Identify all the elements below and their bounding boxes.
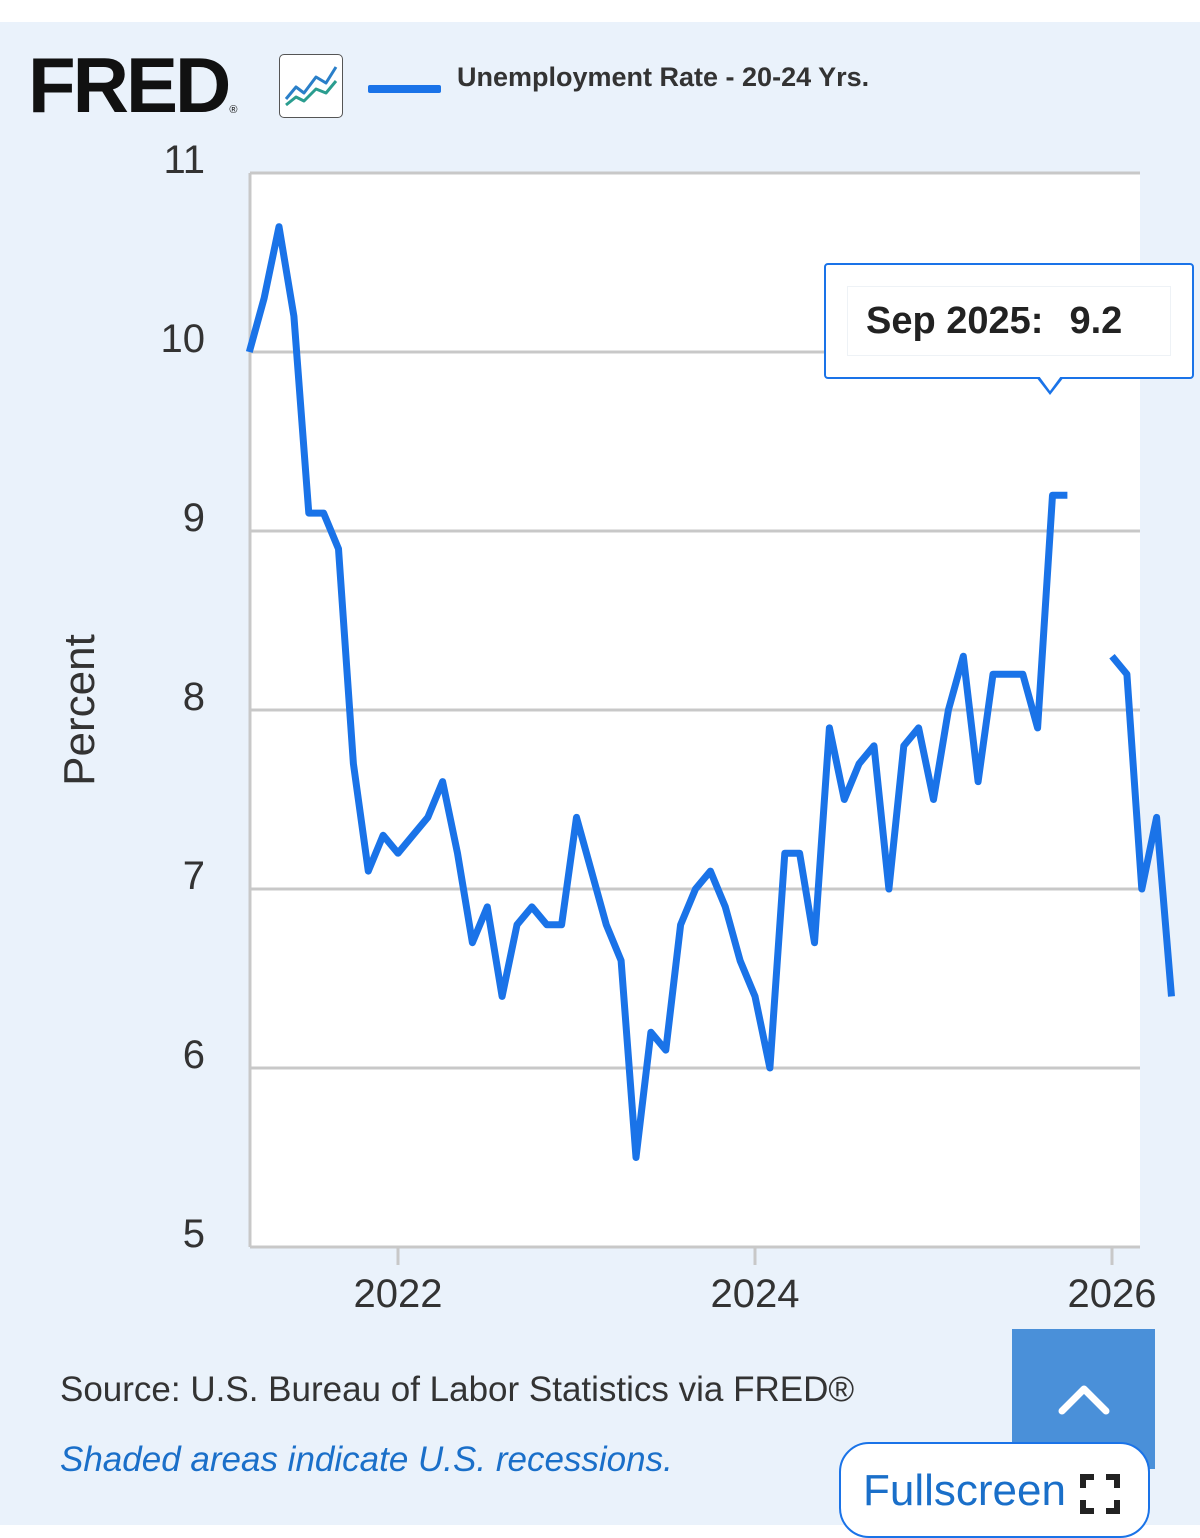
tooltip-date: Sep 2025	[866, 299, 1031, 342]
y-tick-label: 7	[183, 854, 205, 898]
source-note: Source: U.S. Bureau of Labor Statistics …	[60, 1370, 855, 1409]
y-tick-label: 11	[163, 138, 205, 182]
fullscreen-label: Fullscreen	[863, 1466, 1066, 1515]
fred-logo[interactable]: FRED ®	[28, 41, 238, 129]
x-tick-label: 2024	[711, 1272, 800, 1316]
chart-line-icon[interactable]	[279, 54, 343, 118]
tooltip-separator: :	[1030, 299, 1044, 342]
line-chart[interactable]: 5 6 7 8 9 10 11 2022 2024 2026	[0, 0, 1200, 1340]
legend-label: Unemployment Rate - 20-24 Yrs.	[457, 62, 870, 92]
x-tick-label: 2022	[354, 1272, 443, 1316]
logo-registered-mark: ®	[229, 104, 238, 116]
series-line	[245, 223, 1068, 1161]
x-tick-label: 2026	[1068, 1272, 1157, 1316]
y-tick-label: 8	[183, 675, 205, 719]
legend-swatch	[368, 85, 441, 93]
tooltip-arrow-fill	[1039, 376, 1061, 391]
tooltip-value: 9.2	[1069, 299, 1123, 342]
tooltip-content: Sep 2025 : 9.2	[848, 287, 1170, 355]
y-tick-label: 6	[183, 1033, 205, 1077]
recession-note[interactable]: Shaded areas indicate U.S. recessions.	[60, 1440, 673, 1479]
logo-text: FRED	[28, 41, 231, 129]
y-tick-label: 10	[161, 317, 206, 361]
y-tick-label: 5	[183, 1212, 205, 1256]
tooltip: Sep 2025 : 9.2	[824, 263, 1194, 379]
y-tick-label: 9	[183, 496, 205, 540]
series-line	[1109, 654, 1175, 997]
chevron-up-icon	[1058, 1385, 1109, 1415]
fullscreen-icon	[1079, 1474, 1120, 1514]
fullscreen-button[interactable]: Fullscreen	[839, 1442, 1150, 1538]
